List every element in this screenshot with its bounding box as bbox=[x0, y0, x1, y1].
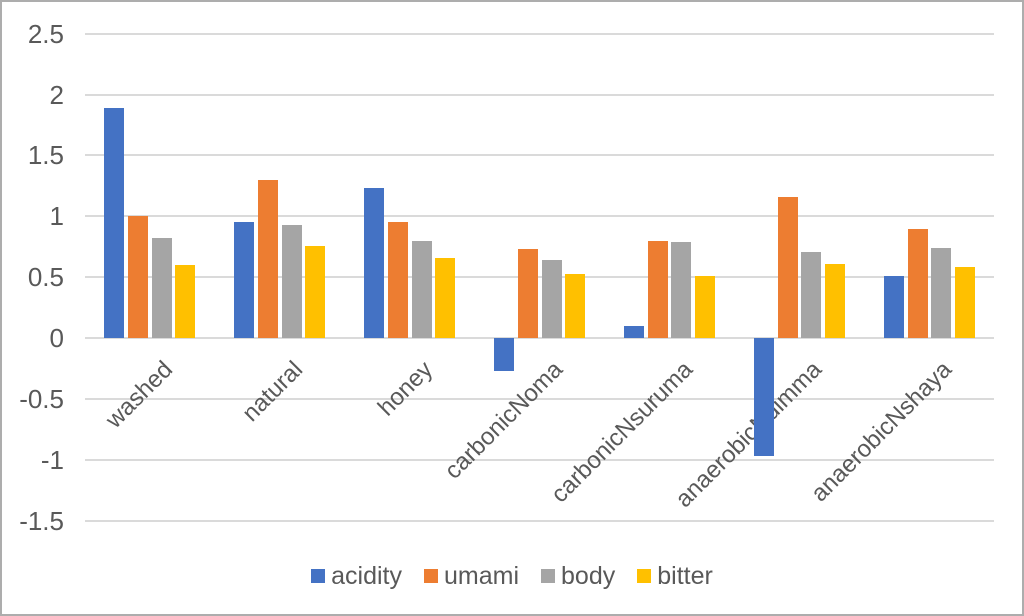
gridline bbox=[85, 337, 994, 339]
gridline bbox=[85, 33, 994, 35]
y-axis-tick-label: 1 bbox=[49, 201, 64, 231]
legend-label: body bbox=[561, 562, 616, 590]
legend-item-body: body bbox=[541, 562, 615, 590]
bar-anaerobicNdimma-umami bbox=[777, 196, 798, 338]
y-axis-tick-label: 0 bbox=[49, 323, 64, 353]
y-axis-tick-label: 1.5 bbox=[27, 140, 64, 170]
bar-honey-bitter bbox=[435, 257, 456, 338]
chart-legend: acidity umami body bitter bbox=[2, 562, 1022, 590]
bar-anaerobicNshaya-umami bbox=[907, 228, 928, 338]
bar-honey-acidity bbox=[364, 188, 385, 338]
legend-item-bitter: bitter bbox=[637, 562, 713, 590]
bar-washed-umami bbox=[128, 216, 149, 338]
bar-carbonicNsuruma-body bbox=[671, 241, 692, 338]
bar-natural-umami bbox=[257, 179, 278, 338]
y-axis-tick-label: -0.5 bbox=[19, 384, 64, 414]
gridline bbox=[85, 276, 994, 278]
bar-carbonicNsuruma-acidity bbox=[624, 325, 644, 338]
legend-item-umami: umami bbox=[424, 562, 519, 590]
y-axis-tick-label: -1.5 bbox=[19, 506, 64, 536]
bar-natural-bitter bbox=[305, 245, 326, 338]
bar-anaerobicNdimma-bitter bbox=[825, 263, 845, 338]
y-axis-tick-label: 2 bbox=[49, 80, 64, 110]
legend-label: bitter bbox=[657, 562, 713, 590]
bar-anaerobicNdimma-acidity bbox=[753, 338, 774, 456]
gridline bbox=[85, 520, 994, 522]
gridline bbox=[85, 94, 994, 96]
bar-anaerobicNshaya-bitter bbox=[954, 267, 975, 338]
bar-carbonicNoma-bitter bbox=[565, 273, 586, 338]
bar-anaerobicNshaya-body bbox=[931, 247, 952, 338]
gridline bbox=[85, 154, 994, 156]
legend-label: acidity bbox=[331, 562, 403, 590]
bar-washed-acidity bbox=[104, 108, 125, 338]
gridline bbox=[85, 215, 994, 217]
bar-honey-umami bbox=[387, 222, 408, 338]
bar-honey-body bbox=[411, 240, 432, 338]
bar-natural-acidity bbox=[234, 222, 255, 338]
bar-carbonicNoma-body bbox=[541, 260, 562, 338]
legend-label: umami bbox=[444, 562, 520, 590]
bar-carbonicNoma-acidity bbox=[494, 338, 515, 371]
bar-anaerobicNshaya-acidity bbox=[883, 275, 904, 338]
gridline bbox=[85, 459, 994, 461]
legend-item-acidity: acidity bbox=[311, 562, 402, 590]
bar-carbonicNoma-umami bbox=[517, 249, 538, 338]
bar-anaerobicNdimma-body bbox=[801, 251, 822, 338]
legend-swatch-icon bbox=[311, 569, 326, 583]
legend-swatch-icon bbox=[637, 569, 652, 583]
legend-swatch-icon bbox=[541, 569, 556, 583]
y-axis-tick-label: 0.5 bbox=[27, 262, 64, 292]
y-axis-tick-label: 2.5 bbox=[27, 19, 64, 49]
gridline bbox=[85, 398, 994, 400]
bar-natural-body bbox=[281, 224, 302, 338]
bar-carbonicNsuruma-bitter bbox=[695, 275, 716, 338]
legend-swatch-icon bbox=[424, 569, 439, 583]
bar-washed-bitter bbox=[175, 265, 196, 338]
bar-carbonicNsuruma-umami bbox=[647, 240, 668, 338]
bar-washed-body bbox=[151, 238, 172, 338]
y-axis-tick-label: -1 bbox=[40, 445, 64, 475]
